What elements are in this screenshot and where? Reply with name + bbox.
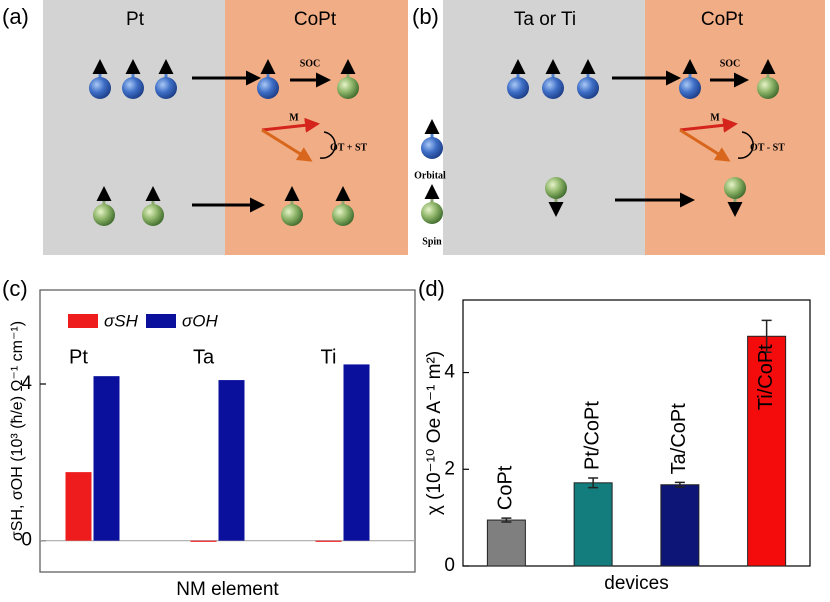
bar xyxy=(486,519,526,567)
category-label: Pt/CoPt xyxy=(581,401,603,470)
legend-swatch xyxy=(68,314,98,328)
panel-label: (d) xyxy=(418,276,445,301)
spin-ball xyxy=(332,204,354,226)
arrow xyxy=(679,117,738,133)
spin-ball xyxy=(421,202,443,224)
rotation-arc xyxy=(319,131,336,159)
spin-ball xyxy=(757,77,779,99)
y-tick-label: 4 xyxy=(21,373,32,394)
torque-label: OT + ST xyxy=(330,142,368,153)
category-label: CoPt xyxy=(495,465,517,510)
region-label: Ta or Ti xyxy=(514,9,576,30)
region-label: Pt xyxy=(126,9,145,30)
bar xyxy=(315,540,342,542)
bar xyxy=(343,364,370,541)
y-tick-label: 4 xyxy=(444,362,455,383)
orbital-ball xyxy=(122,77,144,99)
arrow xyxy=(261,128,313,162)
y-axis-label: σSH, σOH (10³ (ħ/e) Ω⁻¹ cm⁻¹) xyxy=(9,321,26,541)
orbital-ball xyxy=(421,137,443,159)
spin-ball xyxy=(545,177,567,199)
bar xyxy=(65,472,92,541)
bar xyxy=(573,482,613,567)
orbital-ball xyxy=(89,77,111,99)
y-tick-label: 2 xyxy=(444,458,455,479)
orbital-ball xyxy=(257,77,279,99)
region-label: CoPt xyxy=(294,9,337,30)
bar xyxy=(190,540,217,542)
x-axis-label: devices xyxy=(604,573,668,594)
soc-label: SOC xyxy=(720,58,741,69)
bar xyxy=(218,380,245,541)
y-tick-label: 0 xyxy=(444,555,455,576)
bar xyxy=(660,484,700,567)
rotation-arc xyxy=(737,131,754,159)
region-label: CoPt xyxy=(701,9,744,30)
spin-ball xyxy=(337,77,359,99)
orbital-ball xyxy=(155,77,177,99)
legend-label: σOH xyxy=(182,311,218,330)
x-axis-label: NM element xyxy=(176,579,279,600)
category-label: Pt xyxy=(69,346,88,368)
category-label: Ta/CoPt xyxy=(668,403,690,475)
bar xyxy=(747,335,787,567)
key-label: Orbital xyxy=(414,170,446,181)
arrow xyxy=(261,117,320,133)
error-bar xyxy=(761,319,772,353)
category-label: Ta xyxy=(193,346,215,368)
torque-label: OT - ST xyxy=(750,142,785,153)
spin-ball xyxy=(724,177,746,199)
bar xyxy=(93,376,120,541)
m-label: M xyxy=(710,112,720,123)
category-label: Ti/CoPt xyxy=(755,344,777,410)
orbital-ball xyxy=(507,77,529,99)
key-label: Spin xyxy=(422,236,442,247)
spin-ball xyxy=(142,204,164,226)
legend-swatch xyxy=(146,314,176,328)
orbital-ball xyxy=(577,77,599,99)
legend-label: σSH xyxy=(104,311,139,330)
plot-frame xyxy=(462,299,811,567)
error-bar xyxy=(501,517,512,523)
m-label: M xyxy=(289,112,299,123)
soc-label: SOC xyxy=(300,58,321,69)
spin-ball xyxy=(281,204,303,226)
orbital-ball xyxy=(542,77,564,99)
spin-ball xyxy=(93,204,115,226)
panel-b-bg xyxy=(443,0,825,255)
error-bar xyxy=(588,477,599,489)
y-tick-label: 0 xyxy=(21,530,32,551)
panel-label: (b) xyxy=(412,4,439,29)
panel-label: (a) xyxy=(2,4,29,29)
plot-frame xyxy=(39,289,416,573)
error-bar xyxy=(674,481,685,488)
orbital-ball xyxy=(679,77,701,99)
y-axis-label: χ (10⁻¹⁰ Oe A⁻¹ m²) xyxy=(424,351,445,515)
category-label: Ti xyxy=(321,346,337,368)
panel-label: (c) xyxy=(2,276,28,301)
arrow xyxy=(679,128,731,162)
